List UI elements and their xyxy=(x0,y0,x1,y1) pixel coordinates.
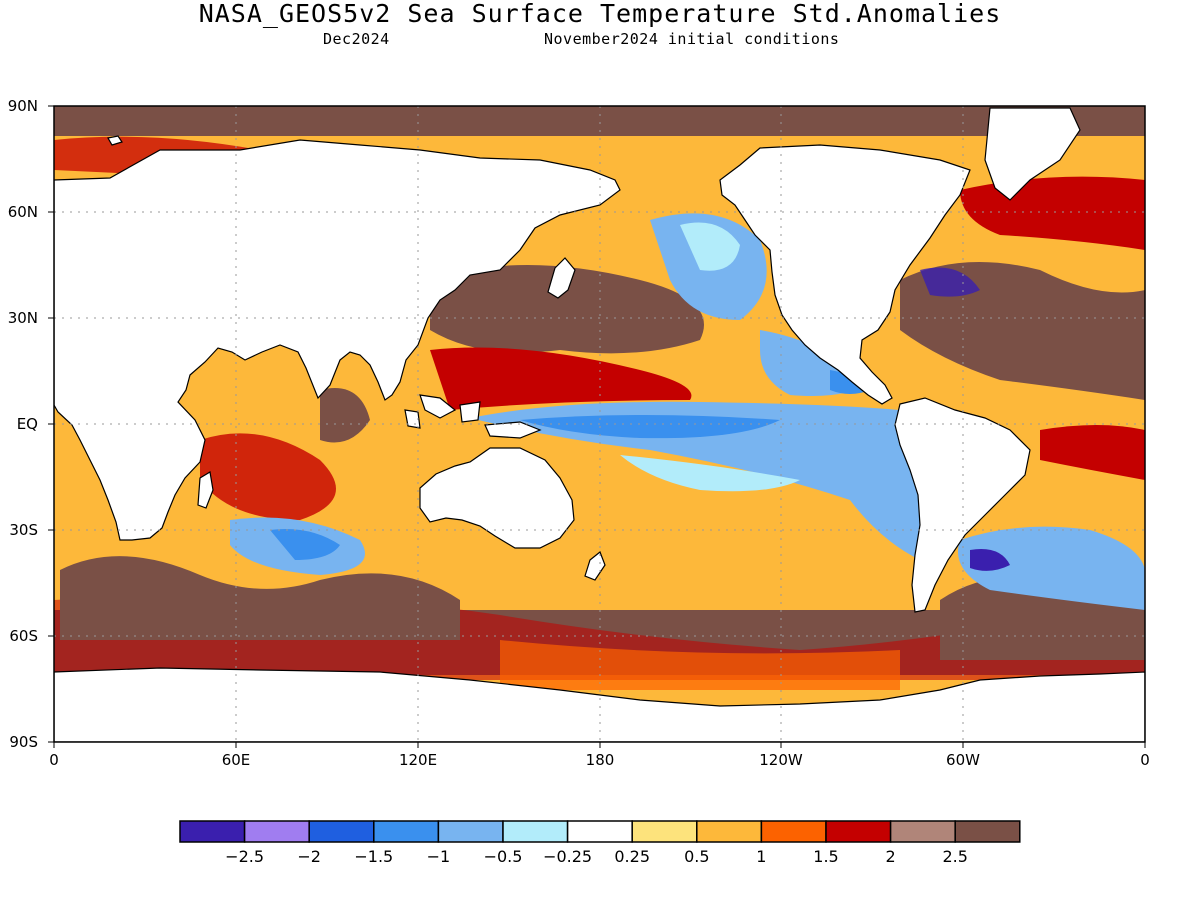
longitude-axis: 0 60E 120E 180 120W 60W 0 xyxy=(49,751,1150,769)
lat-label: 30N xyxy=(8,309,38,327)
la-nina-cold-tongue xyxy=(470,401,926,560)
chart-title: NASA_GEOS5v2 Sea Surface Temperature Std… xyxy=(198,0,1002,28)
lon-label: 120W xyxy=(759,751,803,769)
lon-label: 180 xyxy=(586,751,615,769)
colorbar-swatch xyxy=(566,820,633,843)
gridlines xyxy=(54,106,1145,742)
lon-label: 60W xyxy=(946,751,980,769)
colorbar-label: 2.5 xyxy=(942,847,967,866)
colorbar-swatch xyxy=(308,820,375,843)
colorbar-label: −2.5 xyxy=(225,847,264,866)
lat-label: 90S xyxy=(9,733,38,751)
colorbar-swatch xyxy=(373,820,440,843)
initial-conditions: November2024 initial conditions xyxy=(544,30,840,48)
land-masses xyxy=(54,107,1145,742)
colorbar-label: 0.5 xyxy=(684,847,709,866)
colorbar-swatch xyxy=(502,820,569,843)
lat-label: 60N xyxy=(8,203,38,221)
colorbar-label: −2 xyxy=(297,847,321,866)
lon-label: 60E xyxy=(222,751,251,769)
colorbar-swatch xyxy=(889,820,956,843)
lat-label: EQ xyxy=(17,415,38,433)
colorbar-swatch xyxy=(954,820,1021,843)
colorbar-swatch xyxy=(437,820,504,843)
colorbar-swatch xyxy=(631,820,698,843)
colorbar-swatch xyxy=(825,820,892,843)
colorbar-label: 2 xyxy=(886,847,896,866)
lon-label: 0 xyxy=(49,751,59,769)
colorbar-label: −0.5 xyxy=(484,847,523,866)
colorbar: −2.5 −2 −1.5 −1 −0.5 −0.25 0.25 0.5 1 1.5 2 2.5 xyxy=(179,820,1021,866)
lon-label: 120E xyxy=(399,751,437,769)
latitude-axis: 90N 60N 30N EQ 30S 60S 90S xyxy=(8,97,38,751)
lat-label: 90N xyxy=(8,97,38,115)
lon-label: 0 xyxy=(1140,751,1150,769)
valid-month: Dec2024 xyxy=(323,30,390,48)
colorbar-label: 1 xyxy=(756,847,766,866)
colorbar-label: −1 xyxy=(427,847,451,866)
colorbar-swatch xyxy=(179,820,246,843)
colorbar-swatch xyxy=(696,820,763,843)
colorbar-label: −1.5 xyxy=(354,847,393,866)
lat-label: 30S xyxy=(9,521,38,539)
colorbar-swatch xyxy=(760,820,827,843)
lat-label: 60S xyxy=(9,627,38,645)
colorbar-label: 1.5 xyxy=(813,847,838,866)
colorbar-swatch xyxy=(243,820,310,843)
colorbar-label: 0.25 xyxy=(614,847,650,866)
colorbar-label: −0.25 xyxy=(543,847,592,866)
